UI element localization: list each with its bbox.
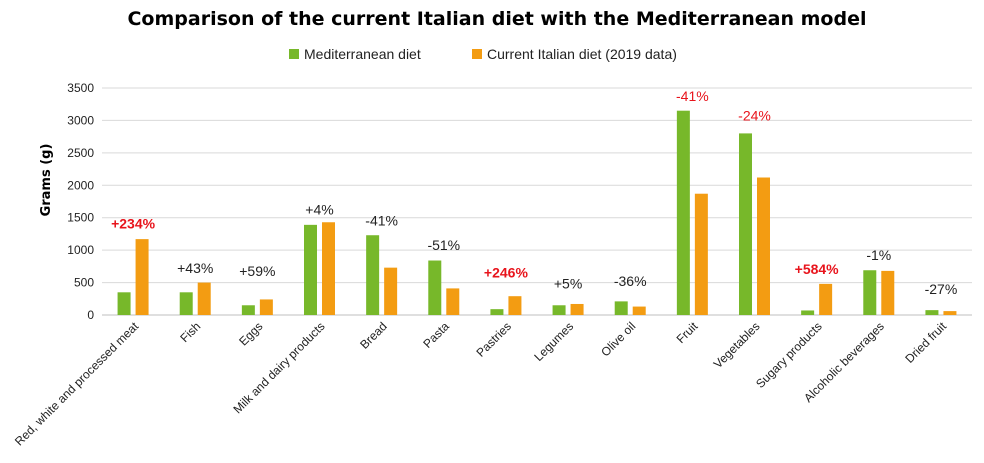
y-tick-label: 500: [74, 276, 94, 290]
x-tick-labels: Red, white and processed meat Fish EggsMil…: [12, 319, 950, 449]
x-tick-label: Vegetables: [711, 319, 763, 371]
x-tick-label: Fish: [177, 319, 203, 345]
bar-mediterranean: [490, 309, 504, 315]
change-annotation: +234%: [111, 216, 156, 232]
change-annotation: -27%: [925, 281, 958, 297]
bar-current: [322, 222, 335, 315]
bar-current: [197, 282, 211, 315]
x-tick-label: Eggs: [236, 319, 265, 348]
bar-mediterranean: [366, 235, 380, 315]
y-tick-label: 2500: [67, 146, 94, 160]
bar-current: [757, 177, 770, 315]
bar-current: [508, 296, 522, 315]
annotations: +234% +43% +59% +4% -41% -51% +246% +5% -36% -41%…: [111, 88, 957, 297]
change-annotation: +43%: [177, 260, 213, 276]
legend-label-mediterranean: Mediterranean diet: [304, 46, 421, 62]
bars: [117, 110, 957, 315]
legend: Mediterranean diet Current Italian diet …: [289, 46, 677, 62]
gridlines: [102, 87, 972, 316]
bar-current: [943, 311, 957, 315]
x-tick-label: Sugary products: [753, 319, 825, 391]
change-annotation: -24%: [738, 107, 771, 123]
change-annotation: +4%: [305, 201, 333, 217]
bar-mediterranean: [428, 260, 442, 315]
x-tick-label: Red, white and processed meat: [12, 319, 142, 449]
change-annotation: -41%: [676, 88, 709, 104]
change-annotation: -36%: [614, 273, 647, 289]
bar-mediterranean: [739, 133, 752, 315]
change-annotation: +59%: [239, 263, 275, 279]
bar-current: [384, 267, 398, 315]
bar-mediterranean: [925, 310, 939, 315]
bar-current: [135, 239, 149, 315]
y-tick-label: 2000: [67, 178, 94, 192]
bar-current: [694, 193, 708, 315]
change-annotation: -51%: [427, 237, 460, 253]
bar-current: [446, 288, 460, 315]
y-tick-label: 0: [87, 308, 94, 322]
y-tick-label: 3500: [67, 81, 94, 95]
bar-current: [570, 303, 584, 315]
bar-current: [259, 299, 273, 315]
bar-mediterranean: [676, 110, 690, 315]
x-tick-label: Olive oil: [598, 319, 638, 359]
bar-current: [819, 283, 833, 315]
bar-mediterranean: [552, 305, 566, 315]
change-annotation: -41%: [365, 212, 398, 228]
legend-swatch-current: [472, 49, 482, 59]
change-annotation: -1%: [866, 247, 891, 263]
legend-label-current: Current Italian diet (2019 data): [487, 46, 677, 62]
bar-mediterranean: [614, 301, 628, 315]
change-annotation: +584%: [795, 261, 840, 277]
bar-current: [881, 270, 895, 315]
legend-swatch-mediterranean: [289, 49, 299, 59]
y-axis-label: Grams (g): [39, 144, 54, 217]
y-tick-label: 3000: [67, 113, 94, 127]
y-tick-label: 1500: [67, 211, 94, 225]
x-tick-label: Dried fruit: [902, 319, 949, 366]
bar-mediterranean: [863, 270, 877, 315]
y-tick-label: 1000: [67, 243, 94, 257]
bar-current: [632, 306, 646, 315]
bar-mediterranean: [304, 224, 317, 315]
bar-mediterranean: [117, 292, 131, 315]
bar-mediterranean: [179, 292, 193, 315]
bar-mediterranean: [801, 310, 815, 315]
x-tick-label: Bread: [357, 319, 390, 352]
x-tick-label: Pasta: [420, 319, 452, 351]
bar-mediterranean: [241, 305, 255, 315]
chart-title: Comparison of the current Italian diet w…: [127, 8, 866, 30]
change-annotation: +5%: [554, 275, 582, 291]
x-tick-label: Fruit: [674, 319, 701, 346]
change-annotation: +246%: [484, 264, 529, 280]
x-tick-label: Legumes: [531, 319, 576, 364]
y-tick-labels: 0 500 1000 1500 2000 2500 3000 3500: [67, 81, 94, 322]
x-tick-label: Pastries: [473, 319, 514, 360]
